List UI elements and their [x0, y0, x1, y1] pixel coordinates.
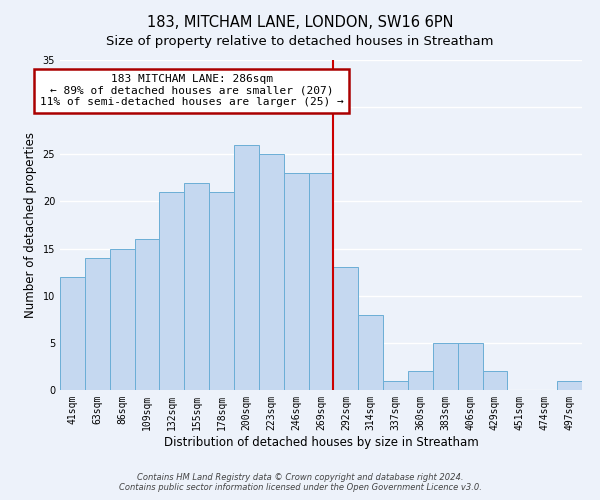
Bar — [259, 154, 284, 390]
Bar — [334, 268, 358, 390]
Bar — [234, 145, 259, 390]
Bar — [308, 173, 334, 390]
Bar — [134, 239, 160, 390]
Bar — [482, 371, 508, 390]
Bar — [184, 182, 209, 390]
Text: 183, MITCHAM LANE, LONDON, SW16 6PN: 183, MITCHAM LANE, LONDON, SW16 6PN — [147, 15, 453, 30]
Bar — [383, 380, 408, 390]
Text: Contains HM Land Registry data © Crown copyright and database right 2024.
Contai: Contains HM Land Registry data © Crown c… — [119, 473, 481, 492]
Bar — [110, 248, 134, 390]
Bar — [408, 371, 433, 390]
Text: 183 MITCHAM LANE: 286sqm
← 89% of detached houses are smaller (207)
11% of semi-: 183 MITCHAM LANE: 286sqm ← 89% of detach… — [40, 74, 344, 108]
Bar — [209, 192, 234, 390]
Bar — [160, 192, 184, 390]
Bar — [284, 173, 308, 390]
Bar — [433, 343, 458, 390]
Y-axis label: Number of detached properties: Number of detached properties — [24, 132, 37, 318]
Bar — [557, 380, 582, 390]
Bar — [85, 258, 110, 390]
X-axis label: Distribution of detached houses by size in Streatham: Distribution of detached houses by size … — [164, 436, 478, 448]
Bar — [60, 277, 85, 390]
Bar — [358, 314, 383, 390]
Text: Size of property relative to detached houses in Streatham: Size of property relative to detached ho… — [106, 35, 494, 48]
Bar — [458, 343, 482, 390]
